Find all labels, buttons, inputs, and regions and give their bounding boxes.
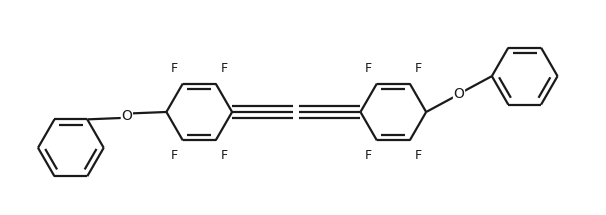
Text: F: F [221,62,227,75]
Text: F: F [365,62,372,75]
Text: F: F [365,149,372,162]
Text: F: F [171,149,178,162]
Text: F: F [221,149,227,162]
Text: F: F [415,62,422,75]
Text: O: O [121,109,132,123]
Text: O: O [453,87,464,101]
Text: F: F [415,149,422,162]
Text: F: F [171,62,178,75]
